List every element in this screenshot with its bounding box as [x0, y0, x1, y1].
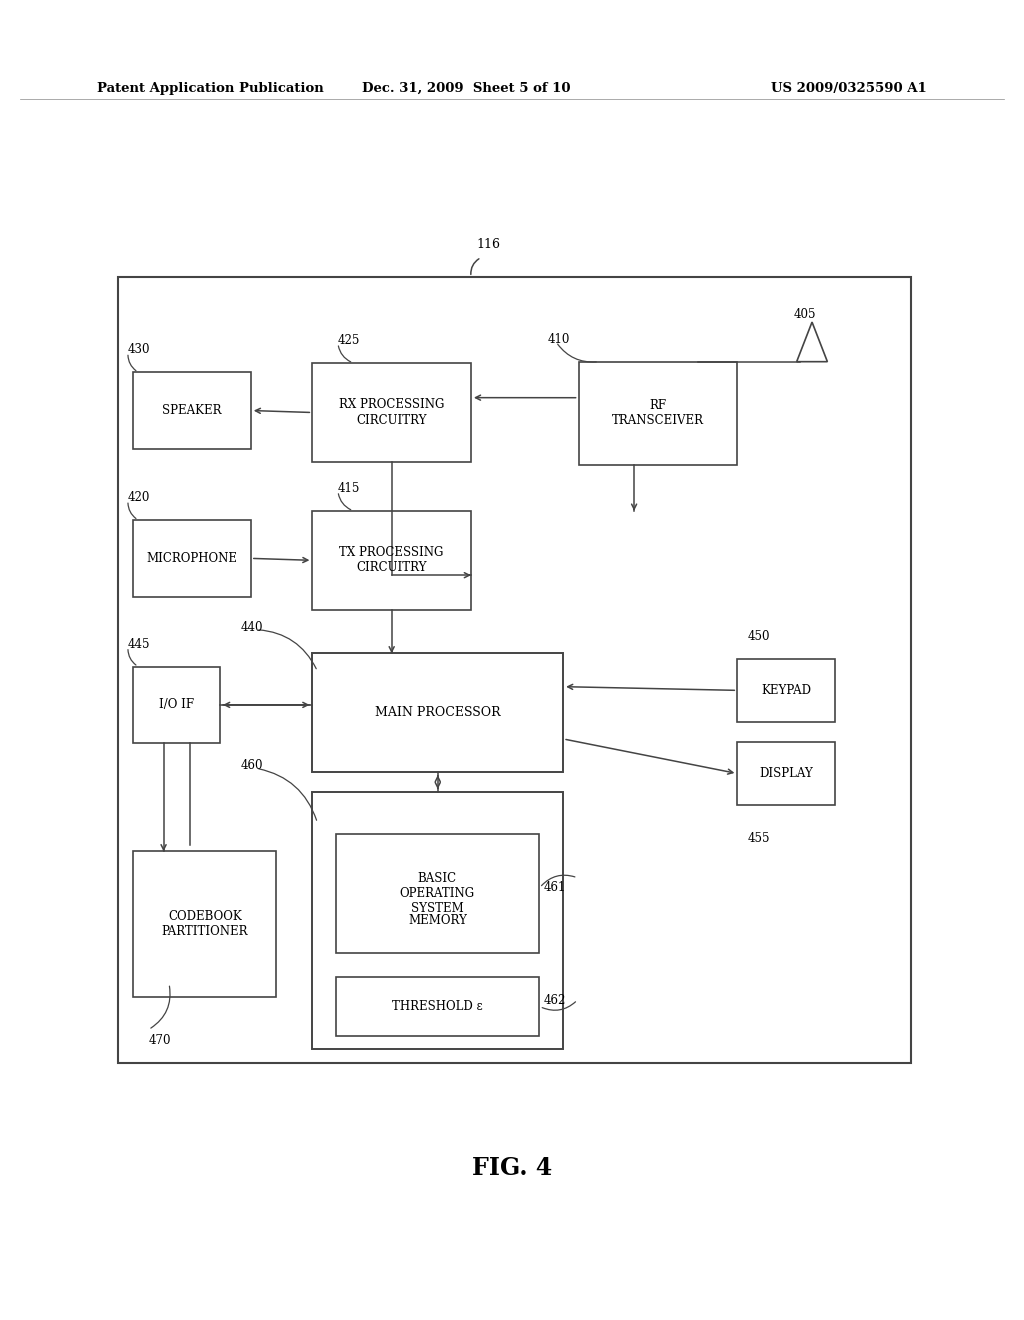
- Text: DISPLAY: DISPLAY: [759, 767, 813, 780]
- Bar: [579, 362, 737, 465]
- Bar: [118, 277, 911, 1063]
- Text: 460: 460: [241, 759, 263, 772]
- Text: 470: 470: [148, 1034, 171, 1047]
- Text: CODEBOOK
PARTITIONER: CODEBOOK PARTITIONER: [162, 909, 248, 939]
- Bar: [133, 851, 276, 997]
- Text: TX PROCESSING
CIRCUITRY: TX PROCESSING CIRCUITRY: [340, 546, 443, 574]
- Text: I/O IF: I/O IF: [159, 698, 195, 711]
- Text: Patent Application Publication: Patent Application Publication: [97, 82, 324, 95]
- Text: THRESHOLD ε: THRESHOLD ε: [392, 1001, 482, 1012]
- Text: 430: 430: [128, 343, 151, 356]
- Text: KEYPAD: KEYPAD: [761, 684, 811, 697]
- Text: 420: 420: [128, 491, 151, 504]
- Text: RF
TRANSCEIVER: RF TRANSCEIVER: [612, 399, 703, 428]
- Bar: [312, 511, 471, 610]
- Bar: [312, 792, 563, 1049]
- Bar: [336, 977, 539, 1036]
- Text: 116: 116: [476, 238, 500, 251]
- Bar: [737, 742, 835, 805]
- Polygon shape: [797, 322, 827, 362]
- Text: 405: 405: [794, 308, 816, 321]
- Text: SPEAKER: SPEAKER: [162, 404, 222, 417]
- Text: MAIN PROCESSOR: MAIN PROCESSOR: [375, 706, 501, 719]
- Text: 445: 445: [128, 638, 151, 651]
- Bar: [336, 834, 539, 953]
- Bar: [312, 363, 471, 462]
- Text: 455: 455: [748, 832, 770, 845]
- Bar: [133, 372, 251, 449]
- Text: MEMORY: MEMORY: [409, 915, 467, 927]
- Text: 425: 425: [338, 334, 360, 347]
- Bar: [737, 659, 835, 722]
- Text: MICROPHONE: MICROPHONE: [146, 552, 238, 565]
- Bar: [133, 520, 251, 597]
- Text: 440: 440: [241, 620, 263, 634]
- Text: 415: 415: [338, 482, 360, 495]
- Text: 410: 410: [548, 333, 570, 346]
- Bar: [312, 653, 563, 772]
- Text: 462: 462: [544, 994, 566, 1006]
- Bar: [133, 667, 220, 743]
- Text: US 2009/0325590 A1: US 2009/0325590 A1: [771, 82, 927, 95]
- Text: RX PROCESSING
CIRCUITRY: RX PROCESSING CIRCUITRY: [339, 399, 444, 426]
- Text: BASIC
OPERATING
SYSTEM: BASIC OPERATING SYSTEM: [399, 873, 475, 915]
- Text: 450: 450: [748, 630, 770, 643]
- Text: FIG. 4: FIG. 4: [472, 1156, 552, 1180]
- Text: 461: 461: [544, 880, 566, 894]
- Text: Dec. 31, 2009  Sheet 5 of 10: Dec. 31, 2009 Sheet 5 of 10: [361, 82, 570, 95]
